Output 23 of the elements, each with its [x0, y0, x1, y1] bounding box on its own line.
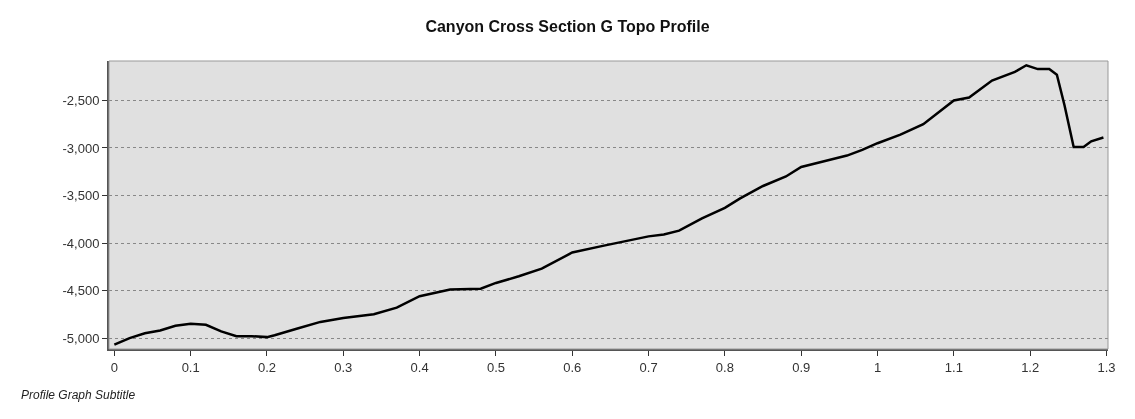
text: Profile Graph Subtitle: [21, 388, 136, 402]
x-tick-label: 0.1: [181, 359, 200, 375]
x-tick-label: 0.7: [639, 359, 658, 375]
x-tick-label: 0.2: [257, 359, 277, 375]
y-tick-label: -5,000: [62, 330, 100, 346]
y-tick-label: -3,000: [62, 140, 100, 156]
x-tick-label: 0: [110, 359, 118, 375]
y-tick-label: -2,500: [62, 93, 100, 108]
x-tick-label: 0.9: [792, 359, 811, 375]
x-tick-label: 1: [873, 359, 882, 375]
x-tick-label: 0.3: [334, 359, 353, 375]
y-tick-label: -4,000: [62, 235, 100, 251]
y-tick-label: -3,500: [62, 188, 100, 204]
x-tick-label: 1.3: [1097, 359, 1116, 375]
x-tick-label: 0.4: [410, 359, 429, 375]
x-tick-label: 1.2: [1021, 359, 1040, 375]
x-tick-label: 0.8: [715, 359, 734, 375]
chart-title: Canyon Cross Section G Topo Profile: [425, 18, 710, 36]
line-series: [113, 64, 1105, 346]
x-tick-label: 1.1: [944, 359, 963, 375]
x-tick-label: 0.6: [563, 359, 582, 375]
x-tick-label: 0.5: [486, 359, 505, 375]
y-tick-label: -4,500: [62, 283, 100, 299]
